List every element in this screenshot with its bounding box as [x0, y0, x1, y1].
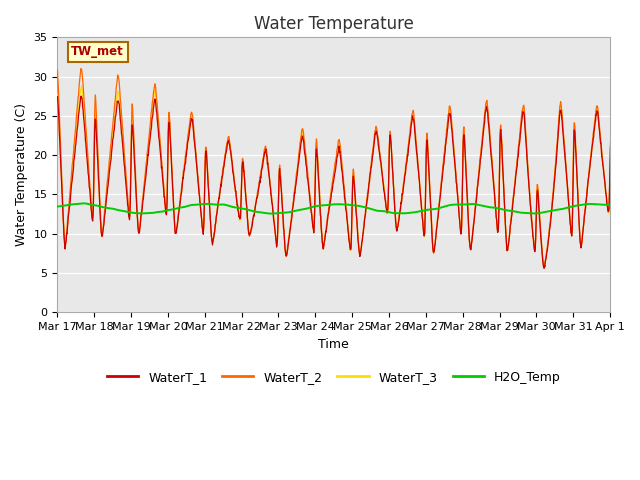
- X-axis label: Time: Time: [318, 337, 349, 351]
- Text: TW_met: TW_met: [71, 45, 124, 58]
- Title: Water Temperature: Water Temperature: [254, 15, 413, 33]
- Y-axis label: Water Temperature (C): Water Temperature (C): [15, 103, 28, 246]
- Legend: WaterT_1, WaterT_2, WaterT_3, H2O_Temp: WaterT_1, WaterT_2, WaterT_3, H2O_Temp: [102, 366, 566, 389]
